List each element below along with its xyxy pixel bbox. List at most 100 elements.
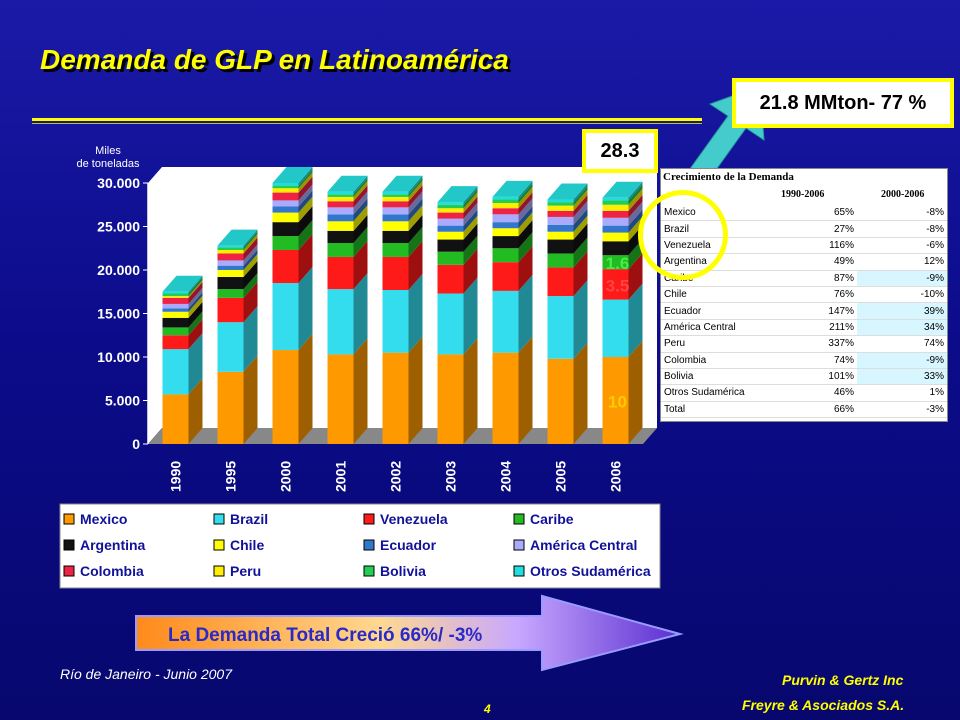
table-cell-name: Chile [661, 286, 767, 304]
table-cell-b: 33% [857, 368, 947, 386]
table-row: Peru 337% 74% [661, 335, 947, 353]
table-cell-b: -8% [857, 220, 947, 238]
bar-segment [382, 201, 409, 208]
bar-side [463, 248, 478, 294]
bar-segment [327, 256, 354, 290]
bar-segment [162, 335, 189, 350]
bar-side [408, 336, 423, 444]
bar-segment [437, 251, 464, 265]
bar-side [573, 208, 588, 232]
bar-segment [217, 297, 244, 323]
bar-side [518, 180, 533, 200]
bar-side [408, 178, 423, 197]
bar-side [353, 240, 368, 290]
bar-side [188, 378, 203, 444]
bar-segment [272, 188, 299, 193]
bar-segment [272, 200, 299, 207]
bar-segment [162, 303, 189, 309]
bar-side [573, 251, 588, 297]
bar-side [408, 227, 423, 257]
bar-segment [437, 293, 464, 355]
bar-segment [602, 299, 629, 357]
bar-side [628, 253, 643, 300]
bar-side [188, 295, 203, 318]
legend-label: Mexico [80, 511, 127, 527]
bar-side [463, 223, 478, 252]
bar-top [492, 180, 533, 197]
footer-location-date: Río de Janeiro - Junio 2007 [60, 666, 232, 682]
data-label: 6.6 [606, 320, 630, 339]
bar-segment [217, 265, 244, 270]
bar-side [628, 181, 643, 201]
bar-side [518, 192, 533, 215]
bar-segment [217, 249, 244, 254]
bar-segment [327, 221, 354, 231]
bar-segment [327, 230, 354, 244]
bar-side [573, 186, 588, 206]
slide-title: Demanda de GLP en Latinoamérica [40, 44, 509, 75]
table-row: Ecuador 147% 39% [661, 302, 947, 320]
title-underline [32, 118, 702, 121]
bar-segment [437, 218, 464, 226]
bar-side [353, 191, 368, 215]
bar-segment [492, 228, 519, 237]
data-label: 1.6 [606, 254, 630, 273]
bar-segment [547, 205, 574, 211]
bar-side [243, 260, 258, 290]
bar-segment [437, 225, 464, 232]
bar-side [353, 198, 368, 222]
legend-swatch [363, 565, 375, 577]
bar-segment [602, 210, 629, 218]
bar-segment [437, 231, 464, 240]
table-cell-a: 147% [767, 302, 857, 320]
bar-segment [437, 202, 464, 205]
bar-segment [437, 354, 464, 444]
bar-segment [272, 249, 299, 284]
bar-side [518, 183, 533, 204]
legend-label: Venezuela [380, 511, 448, 527]
bar-segment [382, 290, 409, 353]
table-cell-b: -3% [857, 401, 947, 419]
bar-side [353, 214, 368, 244]
bar-side [628, 188, 643, 211]
legend-swatch [63, 513, 75, 525]
bar-side [353, 338, 368, 444]
bar-segment [602, 204, 629, 211]
bar-segment [272, 283, 299, 351]
bar-segment [327, 289, 354, 355]
bar-side [243, 306, 258, 372]
footer-company-2: Freyre & Asociados S.A. [742, 697, 905, 713]
bar-side [188, 319, 203, 350]
bar-segment [492, 248, 519, 263]
bar-side [353, 175, 368, 195]
bar-side [518, 246, 533, 291]
bar-segment [272, 212, 299, 223]
bar-side [628, 194, 643, 218]
bar-side [463, 186, 478, 205]
table-cell-b: 39% [857, 302, 947, 320]
bar-side [628, 283, 643, 357]
bar-side [243, 273, 258, 298]
table-cell-a: 116% [767, 237, 857, 255]
table-cell-a: 101% [767, 368, 857, 386]
bar-side [408, 205, 423, 231]
y-tick-label: 0 [132, 436, 140, 452]
bar-side [243, 244, 258, 266]
bar-side [518, 212, 533, 237]
data-label: 3.5 [606, 276, 630, 295]
bar-side [408, 191, 423, 215]
table-cell-name: Colombia [661, 352, 767, 369]
table-cell-b: -6% [857, 237, 947, 255]
bar-segment [162, 297, 189, 304]
bar-side [243, 237, 258, 261]
bar-side [463, 202, 478, 226]
bar-segment [492, 199, 519, 204]
bar-side [353, 273, 368, 355]
bar-segment [602, 232, 629, 242]
bar-segment [217, 270, 244, 277]
bar-side [298, 196, 313, 223]
bar-side [188, 301, 203, 328]
table-cell-a: 27% [767, 220, 857, 238]
bar-side [463, 338, 478, 444]
